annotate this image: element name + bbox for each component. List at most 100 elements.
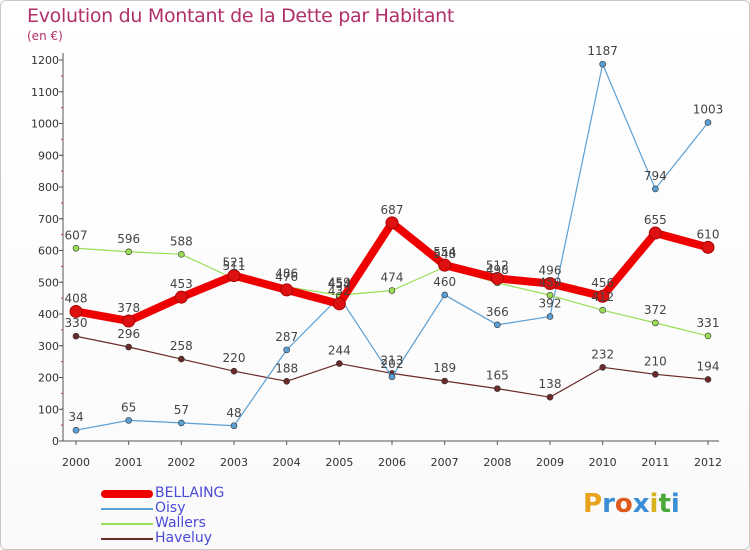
- legend-swatch: [101, 523, 153, 525]
- series-point: [652, 185, 659, 193]
- y-tick-label: 1000: [31, 118, 59, 131]
- series-point: [336, 360, 343, 367]
- series-point: [125, 417, 132, 424]
- series-point: [388, 373, 396, 381]
- data-label: 456: [591, 276, 614, 290]
- x-tick-label: 2006: [378, 456, 406, 469]
- data-label: 202: [381, 357, 404, 371]
- data-label: 194: [697, 359, 720, 373]
- data-label: 57: [174, 403, 189, 417]
- data-label: 412: [591, 290, 614, 304]
- y-tick-label: 900: [38, 149, 59, 162]
- data-label: 287: [275, 330, 298, 344]
- data-label: 521: [223, 256, 246, 270]
- data-label: 496: [539, 264, 562, 278]
- x-tick-label: 2012: [694, 456, 722, 469]
- y-tick-label: 100: [38, 403, 59, 416]
- x-tick-label: 2011: [641, 456, 669, 469]
- logo-letter: o: [614, 489, 633, 519]
- y-tick-label: 1200: [31, 54, 59, 67]
- data-label: 794: [644, 169, 667, 183]
- logo-letter: P: [583, 489, 603, 519]
- data-label: 596: [117, 232, 140, 246]
- data-label: 48: [226, 406, 241, 420]
- series-point: [283, 346, 290, 354]
- series-point: [543, 277, 557, 291]
- data-label: 607: [65, 228, 88, 242]
- x-tick-label: 2009: [536, 456, 564, 469]
- data-label: 460: [433, 275, 456, 289]
- legend-swatch: [101, 508, 153, 510]
- logo-letter: r: [602, 489, 615, 519]
- data-label: 378: [117, 301, 140, 315]
- y-tick-label: 400: [38, 308, 59, 321]
- data-label: 392: [539, 297, 562, 311]
- data-label: 189: [433, 361, 456, 375]
- series-point: [704, 376, 712, 383]
- legend-swatch: [101, 538, 153, 540]
- data-label: 459: [539, 275, 562, 289]
- series-point: [388, 287, 396, 294]
- series-point: [283, 378, 290, 385]
- series-point: [546, 313, 554, 320]
- data-label: 432: [328, 284, 351, 298]
- series-point: [494, 385, 501, 392]
- series-point: [72, 426, 80, 434]
- data-label: 34: [68, 410, 83, 424]
- logo-letter: x: [632, 489, 650, 519]
- data-label: 1003: [693, 103, 724, 117]
- chart-title: Evolution du Montant de la Dette par Hab…: [27, 5, 455, 27]
- data-label: 188: [275, 361, 298, 375]
- series-point: [72, 244, 80, 252]
- data-label: 474: [381, 271, 404, 285]
- data-label: 330: [65, 316, 88, 330]
- data-label: 220: [223, 351, 246, 365]
- series-point: [599, 60, 606, 68]
- data-label: 372: [644, 303, 667, 317]
- data-label: 511: [223, 259, 246, 273]
- series-point: [652, 319, 659, 327]
- series-point: [494, 321, 501, 329]
- data-label: 498: [486, 263, 509, 277]
- data-label: 210: [644, 354, 667, 368]
- x-tick-label: 2010: [589, 456, 617, 469]
- series-point: [704, 119, 712, 126]
- series-point: [385, 216, 399, 230]
- data-label: 588: [170, 234, 193, 248]
- series-point: [704, 332, 712, 340]
- y-tick-label: 1100: [31, 86, 59, 99]
- data-label: 331: [697, 316, 720, 330]
- series-point: [599, 364, 606, 371]
- logo-letter: i: [649, 489, 659, 519]
- x-tick-label: 2007: [431, 456, 459, 469]
- data-label: 476: [275, 270, 298, 284]
- data-label: 453: [170, 277, 193, 291]
- data-label: 687: [381, 203, 404, 217]
- series-point: [122, 314, 136, 328]
- series-point: [230, 422, 238, 430]
- series-point: [174, 290, 188, 304]
- data-label: 408: [65, 291, 88, 305]
- x-tick-label: 2003: [220, 456, 248, 469]
- series-point: [178, 251, 185, 258]
- data-label: 548: [433, 247, 456, 261]
- y-tick-label: 500: [38, 276, 59, 289]
- legend-label: Oisy: [155, 500, 186, 516]
- series-point: [546, 291, 554, 299]
- proxiti-logo: Proxiti: [583, 489, 680, 519]
- legend-label: Wallers: [155, 515, 206, 531]
- y-tick-label: 0: [52, 435, 59, 448]
- series-point: [332, 297, 346, 311]
- series-point: [69, 304, 83, 318]
- logo-letter: t: [658, 489, 671, 519]
- series-point: [596, 289, 610, 303]
- data-label: 138: [539, 377, 562, 391]
- data-label: 258: [170, 339, 193, 353]
- data-label: 232: [591, 347, 614, 361]
- legend-label: BELLAING: [155, 485, 225, 501]
- data-label: 486: [275, 267, 298, 281]
- series-point: [438, 258, 452, 272]
- y-tick-label: 800: [38, 181, 59, 194]
